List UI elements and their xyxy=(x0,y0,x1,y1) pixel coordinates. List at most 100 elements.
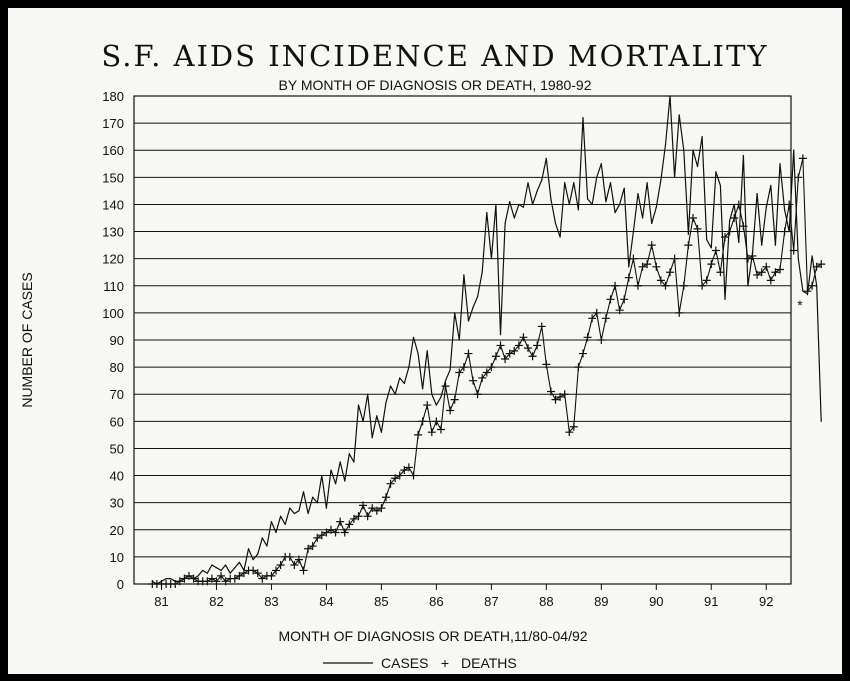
deaths-marker xyxy=(505,349,514,358)
deaths-marker xyxy=(789,246,798,255)
cases-point xyxy=(463,274,465,276)
deaths-marker xyxy=(368,504,377,513)
chart-paper: S.F. AIDS INCIDENCE AND MORTALITY BY MON… xyxy=(8,8,842,674)
deaths-marker xyxy=(565,428,574,437)
deaths-marker xyxy=(702,276,711,285)
cases-point xyxy=(802,290,804,292)
deaths-marker xyxy=(661,281,670,290)
cases-point xyxy=(577,209,580,211)
deaths-marker xyxy=(203,577,212,586)
chart-subtitle: BY MONTH OF DIAGNOSIS OR DEATH, 1980-92 xyxy=(279,77,592,93)
x-tick-label: 87 xyxy=(484,594,498,609)
cases-point xyxy=(339,461,341,463)
deaths-marker xyxy=(459,363,468,372)
cases-point xyxy=(591,203,593,206)
deaths-marker xyxy=(491,352,500,361)
cases-point xyxy=(816,285,818,287)
cases-point xyxy=(596,176,598,178)
y-tick-label: 120 xyxy=(102,252,124,267)
cases-point xyxy=(454,312,456,314)
deaths-marker xyxy=(808,281,817,290)
cases-point xyxy=(554,222,557,225)
deaths-marker xyxy=(239,569,248,578)
x-tick-label: 81 xyxy=(154,594,168,609)
cases-point xyxy=(367,393,369,395)
cases-point xyxy=(724,298,726,300)
deaths-marker xyxy=(294,555,303,564)
cases-point xyxy=(289,507,291,509)
cases-point xyxy=(797,258,799,260)
y-tick-label: 10 xyxy=(110,550,124,565)
deaths-marker xyxy=(276,561,285,570)
y-tick-label: 100 xyxy=(102,306,124,321)
deaths-marker xyxy=(798,154,807,163)
x-tick-label: 92 xyxy=(759,594,773,609)
deaths-marker xyxy=(524,344,533,353)
cases-point xyxy=(623,187,625,189)
cases-point xyxy=(531,203,534,206)
cases-point xyxy=(820,420,822,422)
cases-point xyxy=(651,222,653,225)
deaths-marker xyxy=(487,363,496,372)
x-tick-labels: 81 82 83 84 85 86 87 88 89 90 91 92 xyxy=(154,584,773,609)
deaths-marker xyxy=(299,566,308,575)
deaths-marker xyxy=(272,566,281,575)
cases-point xyxy=(747,285,749,287)
cases-point xyxy=(330,469,332,471)
cases-point xyxy=(257,553,259,555)
deaths-marker xyxy=(721,232,730,241)
cases-point xyxy=(545,157,547,159)
deaths-marker xyxy=(803,287,812,296)
deaths-marker xyxy=(450,395,459,404)
x-axis-label: MONTH OF DIAGNOSIS OR DEATH,11/80-04/92 xyxy=(278,628,587,644)
cases-point xyxy=(444,380,447,382)
cases-point xyxy=(550,198,552,200)
cases-point xyxy=(394,393,396,395)
cases-point xyxy=(568,203,570,206)
deaths-marker xyxy=(652,262,661,271)
deaths-marker xyxy=(817,260,826,269)
deaths-marker xyxy=(207,574,216,583)
cases-point xyxy=(238,561,240,563)
cases-point xyxy=(449,369,451,371)
cases-point xyxy=(774,244,777,246)
x-tick-label: 88 xyxy=(539,594,553,609)
deaths-marker xyxy=(739,222,748,231)
deaths-marker xyxy=(620,295,629,304)
deaths-marker xyxy=(221,577,230,586)
cases-point xyxy=(486,211,488,214)
x-tick-label: 82 xyxy=(209,594,223,609)
x-tick-label: 84 xyxy=(319,594,333,609)
deaths-marker xyxy=(785,200,794,209)
cases-point xyxy=(696,165,699,168)
deaths-marker xyxy=(217,571,226,580)
x-tick-label: 89 xyxy=(594,594,608,609)
y-tick-label: 150 xyxy=(102,170,124,185)
deaths-marker xyxy=(556,392,565,401)
deaths-marker xyxy=(757,268,766,277)
deaths-marker xyxy=(436,425,445,434)
cases-point xyxy=(678,114,680,116)
deaths-marker xyxy=(684,241,693,250)
cases-point xyxy=(229,572,231,574)
x-tick-label: 90 xyxy=(649,594,663,609)
cases-point xyxy=(738,241,740,243)
deaths-marker xyxy=(317,531,326,540)
x-tick-label: 91 xyxy=(704,594,718,609)
deaths-marker xyxy=(469,376,478,385)
deaths-marker xyxy=(519,333,528,342)
cases-point xyxy=(701,136,703,138)
cases-point xyxy=(674,176,676,178)
deaths-marker xyxy=(473,390,482,399)
y-tick-label: 20 xyxy=(110,523,124,538)
cases-point xyxy=(793,149,795,151)
cases-point xyxy=(586,198,589,200)
cases-point xyxy=(472,306,474,309)
asterisk-marker: * xyxy=(797,297,803,313)
cases-point xyxy=(687,233,689,235)
deaths-marker xyxy=(762,262,771,271)
deaths-marker xyxy=(633,281,642,290)
x-tick-label: 83 xyxy=(264,594,278,609)
deaths-marker xyxy=(528,352,537,361)
